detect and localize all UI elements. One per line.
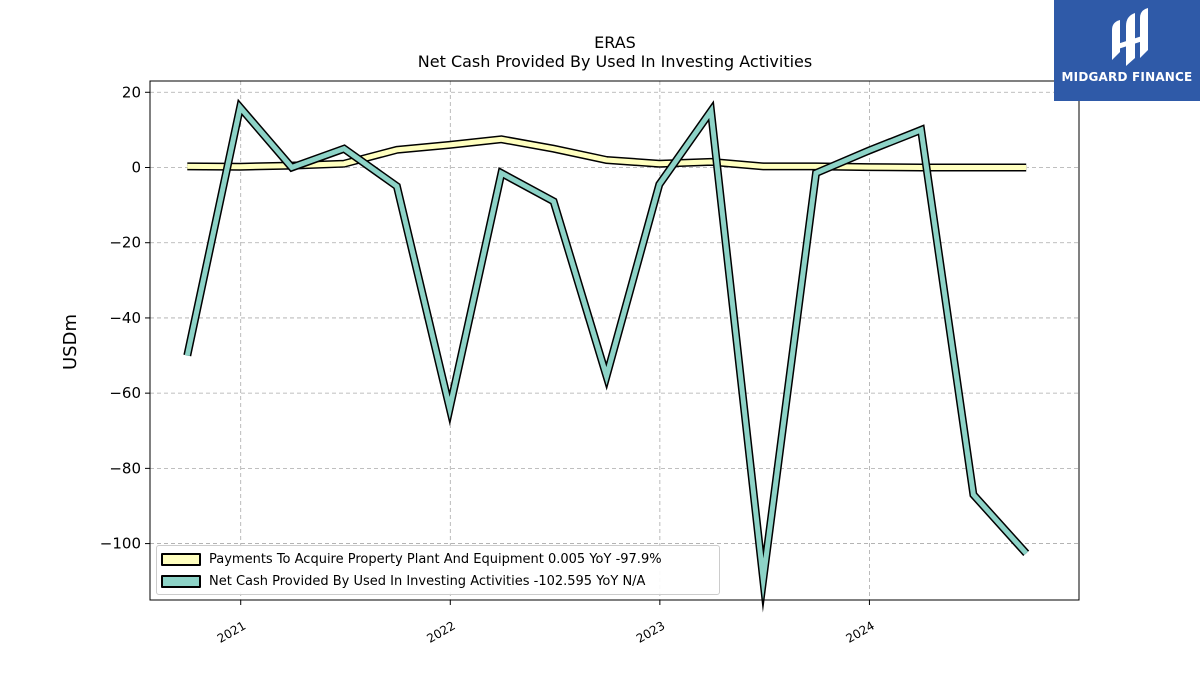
data-point-0 (343, 163, 345, 165)
x-tick-label: 2023 (634, 618, 667, 645)
y-axis-label: USDm (60, 314, 81, 370)
data-point-0 (920, 167, 922, 168)
data-point-0 (815, 165, 817, 167)
data-point-0 (186, 165, 188, 167)
x-tick-label: 2021 (215, 618, 248, 645)
data-point-0 (239, 166, 241, 168)
x-tick-label: 2024 (843, 618, 876, 645)
legend-item-net-cash: Net Cash Provided By Used In Investing A… (161, 572, 645, 590)
data-point-1 (500, 172, 502, 174)
data-point-1 (972, 494, 974, 496)
data-point-0 (606, 159, 607, 161)
series-layer (183, 98, 1030, 613)
data-point-1 (920, 129, 922, 131)
midgard-finance-logo: MIDGARD FINANCE (1054, 0, 1200, 101)
data-point-1 (710, 110, 712, 112)
data-point-1 (239, 106, 241, 108)
legend-label-net-cash: Net Cash Provided By Used In Investing A… (209, 573, 646, 589)
data-point-1 (762, 578, 764, 580)
y-tick-label: −20 (109, 234, 141, 252)
data-point-1 (815, 172, 817, 174)
data-point-0 (762, 165, 764, 167)
data-point-1 (553, 200, 555, 202)
data-point-0 (500, 138, 502, 140)
data-point-1 (396, 185, 398, 187)
chart-subtitle: Net Cash Provided By Used In Investing A… (417, 52, 813, 71)
data-point-0 (1025, 167, 1027, 168)
y-tick-label: 0 (131, 159, 141, 177)
data-point-0 (396, 149, 398, 151)
data-point-0 (658, 163, 660, 165)
data-point-1 (343, 148, 345, 150)
legend: Payments To Acquire Property Plant And E… (156, 545, 720, 595)
data-point-0 (449, 144, 451, 146)
data-point-0 (972, 167, 974, 168)
data-point-0 (868, 166, 870, 168)
data-point-1 (868, 150, 870, 152)
chart-title: ERAS (594, 33, 636, 52)
data-point-1 (186, 355, 188, 356)
plot-frame (149, 80, 1080, 601)
y-tick-label: −100 (100, 535, 141, 553)
series-outline-1 (183, 98, 1030, 613)
legend-label-payments: Payments To Acquire Property Plant And E… (209, 551, 662, 567)
y-tick-label: −80 (109, 459, 141, 477)
data-point-1 (658, 183, 660, 185)
y-tick-label: −60 (109, 384, 141, 402)
legend-swatch-net-cash (161, 574, 201, 588)
logo-text: MIDGARD FINANCE (1061, 70, 1193, 84)
data-point-1 (606, 375, 607, 377)
data-point-0 (553, 148, 555, 150)
logo-mark-icon (1112, 8, 1148, 66)
data-point-0 (710, 161, 712, 163)
legend-swatch-payments (161, 552, 201, 566)
y-tick-label: −40 (109, 309, 141, 327)
data-point-1 (1025, 552, 1027, 554)
y-tick-label: 20 (122, 83, 141, 101)
data-point-1 (291, 167, 293, 168)
series-line-1 (184, 101, 1029, 601)
data-point-1 (449, 407, 451, 409)
x-tick-label: 2022 (424, 618, 457, 645)
legend-item-payments: Payments To Acquire Property Plant And E… (161, 550, 662, 568)
